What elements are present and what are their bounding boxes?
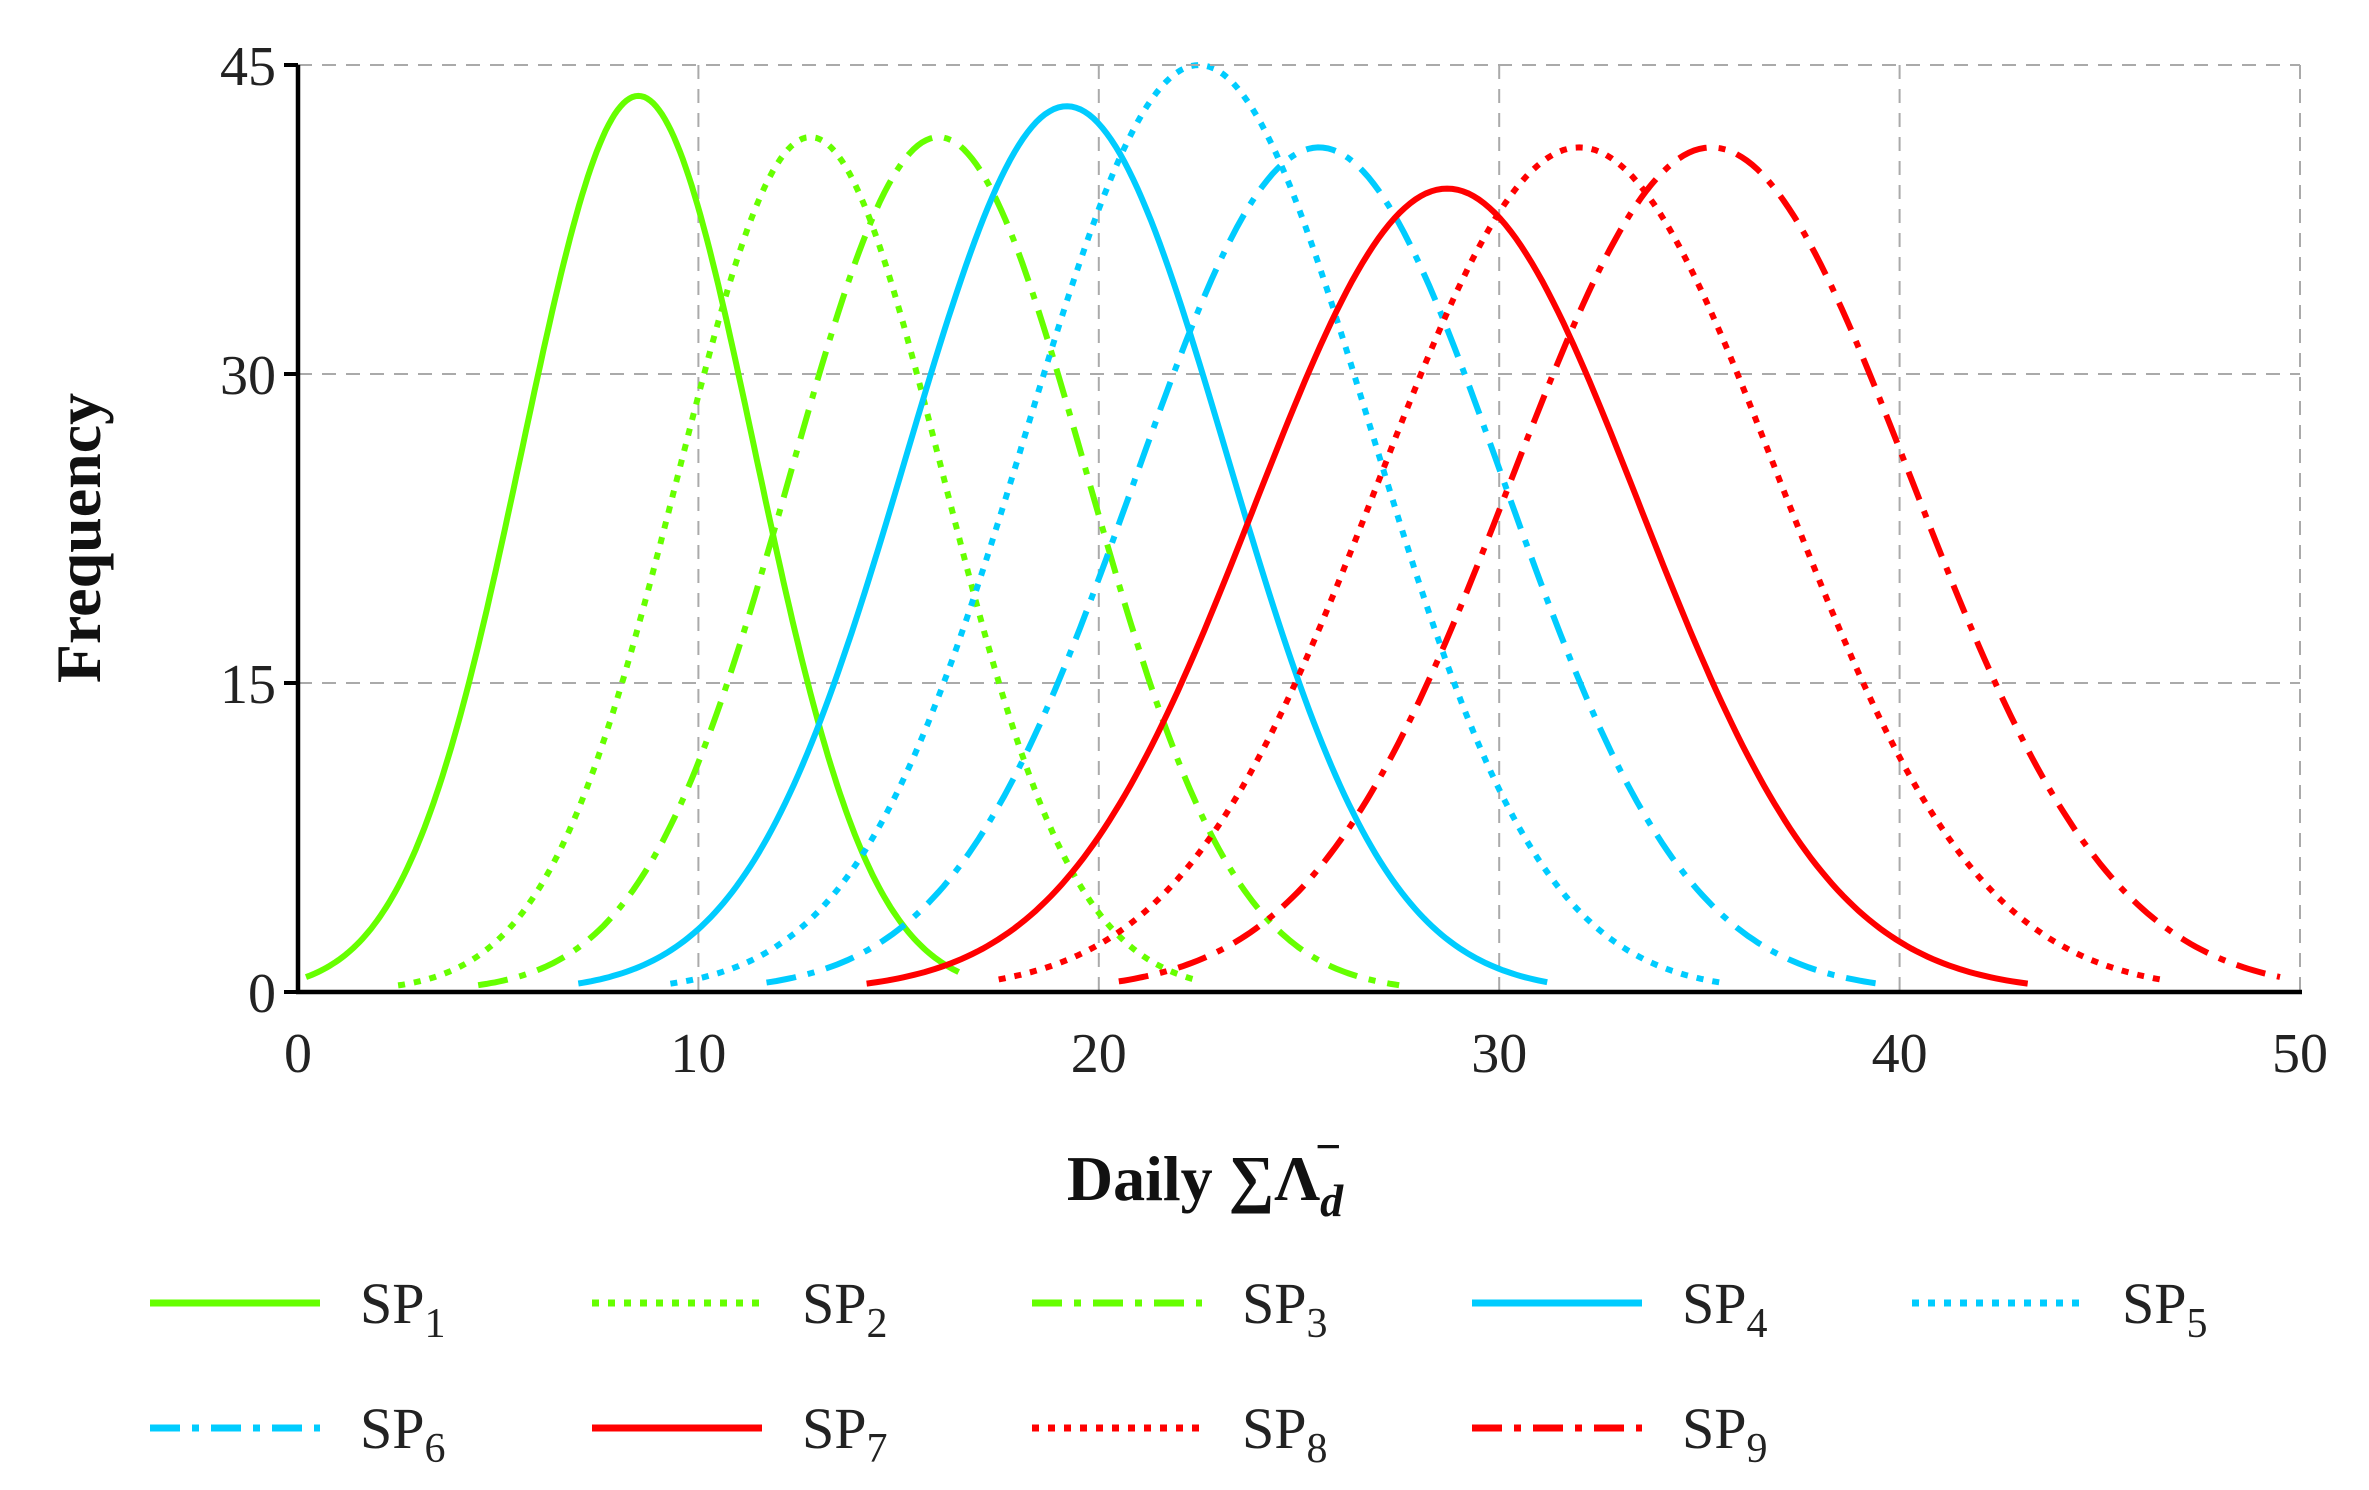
x-tick-label-40: 40 xyxy=(1872,1023,1928,1085)
legend-label-sp1: SP1 xyxy=(360,1271,446,1347)
legend-label-sp9: SP9 xyxy=(1682,1396,1768,1472)
legend-label-sp5: SP5 xyxy=(2122,1271,2208,1347)
legend-item-sp9: SP9 xyxy=(1472,1396,1768,1472)
legend-item-sp8: SP8 xyxy=(1032,1396,1328,1472)
x-tick-label-0: 0 xyxy=(284,1023,312,1085)
x-axis-title: Daily ∑Λd− xyxy=(1067,1121,1344,1226)
x-axis-title-sup: − xyxy=(1315,1121,1341,1172)
x-tick-label-30: 30 xyxy=(1471,1023,1527,1085)
y-tick-label-0: 0 xyxy=(248,963,276,1025)
legend-label-sp4: SP4 xyxy=(1682,1271,1768,1347)
legend-item-sp5: SP5 xyxy=(1912,1271,2208,1347)
series-line-sp8 xyxy=(998,144,2161,983)
legend-item-sp3: SP3 xyxy=(1032,1271,1328,1347)
series-line-sp1 xyxy=(304,92,961,980)
series-line-sp9 xyxy=(1118,144,2281,985)
legend-item-sp7: SP7 xyxy=(592,1396,888,1472)
tick-labels: 0 10 20 30 40 50 0 15 30 45 xyxy=(220,36,2328,1085)
x-axis-title-sub: d xyxy=(1320,1175,1344,1226)
y-tick-label-45: 45 xyxy=(220,36,276,98)
legend-item-sp6: SP6 xyxy=(150,1396,446,1472)
x-tick-label-50: 50 xyxy=(2272,1023,2328,1085)
legend-item-sp4: SP4 xyxy=(1472,1271,1768,1347)
legend-label-sp2: SP2 xyxy=(802,1271,888,1347)
grid xyxy=(298,64,2301,992)
x-tick-label-10: 10 xyxy=(670,1023,726,1085)
y-axis-title: Frequency xyxy=(43,393,114,683)
x-axis-title-main: Daily ∑Λ xyxy=(1067,1143,1320,1214)
legend: SP1 SP2 SP3 SP4 SP5 SP6 SP7 SP8 SP9 xyxy=(150,1271,2208,1472)
legend-label-sp6: SP6 xyxy=(360,1396,446,1472)
series-group xyxy=(304,61,2281,989)
series-line-sp2 xyxy=(397,134,1200,989)
legend-item-sp1: SP1 xyxy=(150,1271,446,1347)
series-line-sp4 xyxy=(577,103,1548,987)
axes xyxy=(284,63,2302,995)
legend-label-sp7: SP7 xyxy=(802,1396,888,1472)
y-tick-label-30: 30 xyxy=(220,345,276,407)
legend-item-sp2: SP2 xyxy=(592,1271,888,1347)
series-line-sp6 xyxy=(766,144,1881,987)
x-tick-label-20: 20 xyxy=(1071,1023,1127,1085)
series-line-sp7 xyxy=(866,185,2029,987)
y-tick-label-15: 15 xyxy=(220,654,276,716)
legend-label-sp3: SP3 xyxy=(1242,1271,1328,1347)
series-line-sp5 xyxy=(669,61,1720,987)
series-line-sp3 xyxy=(477,134,1400,989)
legend-label-sp8: SP8 xyxy=(1242,1396,1328,1472)
